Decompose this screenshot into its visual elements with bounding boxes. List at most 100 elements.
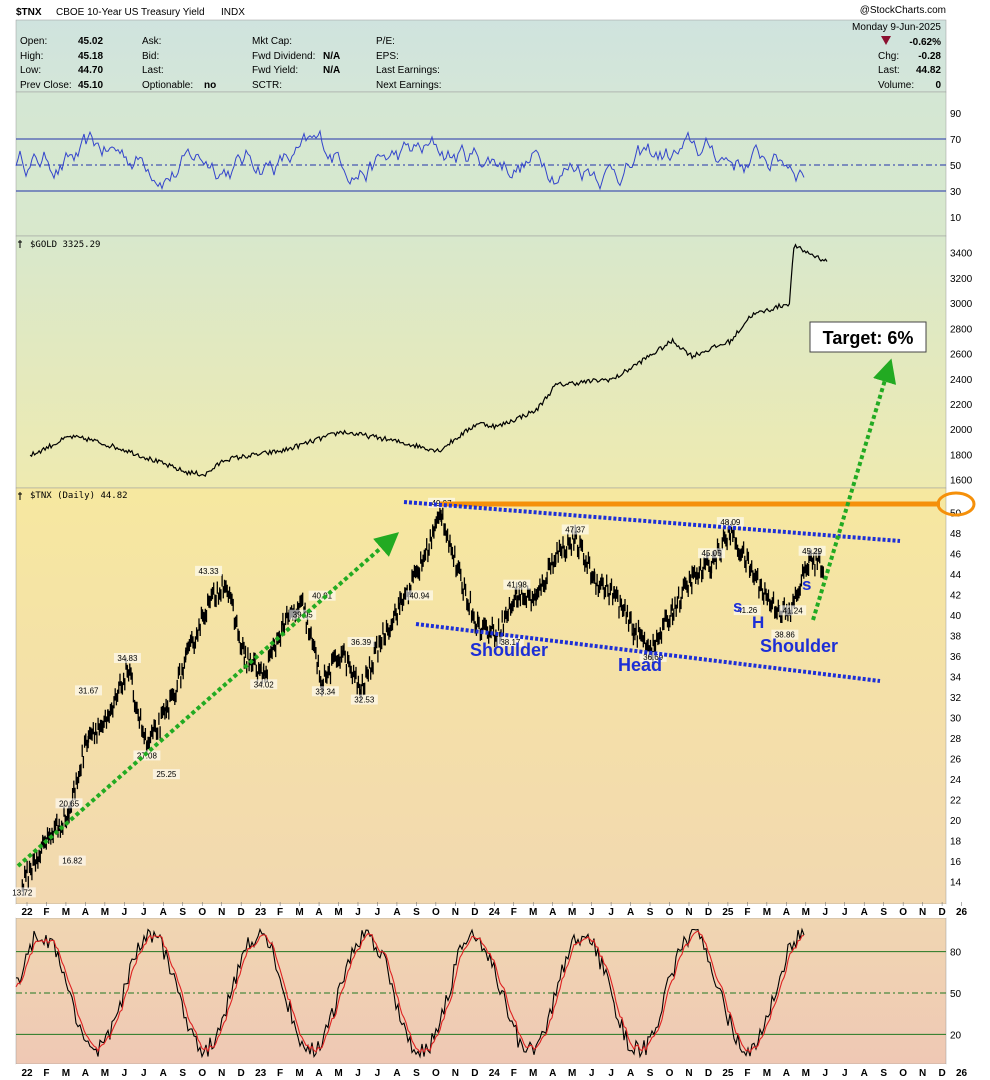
- stoch-slow-line: [15, 930, 805, 1054]
- price-tick: 30: [950, 714, 962, 725]
- x-tick: J: [842, 907, 848, 918]
- x-tick: S: [647, 907, 654, 918]
- peak-label-bg: [561, 524, 589, 535]
- x-tick: D: [705, 907, 712, 918]
- head-label: Head: [618, 655, 662, 675]
- peak-label: 48.09: [720, 518, 741, 527]
- x-axis: 2222FFMMAAMMJJJJAASSOONNDD2323FFMMAAMMJJ…: [21, 902, 968, 1079]
- stochastic-indicator: 20 50 80: [15, 927, 962, 1059]
- small-h-label: H: [752, 613, 764, 632]
- x-tick-lower: F: [277, 1068, 283, 1079]
- channel-top: [403, 500, 901, 543]
- x-tick: A: [315, 907, 322, 918]
- peak-label-bg: [771, 629, 799, 640]
- x-tick: D: [938, 907, 945, 918]
- peak-label-bg: [58, 855, 86, 866]
- x-tick-lower: N: [452, 1068, 459, 1079]
- peak-label-bg: [798, 545, 826, 556]
- peak-label-bg: [55, 798, 83, 809]
- peak-label: 33.34: [315, 687, 336, 696]
- peak-label-bg: [779, 605, 807, 616]
- x-tick-lower: J: [141, 1068, 147, 1079]
- prev-close-label: Prev Close:: [20, 80, 72, 91]
- peak-label-bg: [639, 651, 667, 662]
- peak-label-bg: [113, 652, 141, 663]
- x-tick: D: [471, 907, 478, 918]
- low-value: 44.70: [78, 65, 103, 76]
- peak-label: 34.02: [254, 680, 275, 689]
- x-tick: N: [919, 907, 926, 918]
- x-tick-lower: A: [393, 1068, 400, 1079]
- price-tick: 38: [950, 632, 962, 643]
- x-tick: 25: [722, 907, 734, 918]
- mkt-cap-label: Mkt Cap:: [252, 36, 292, 47]
- x-tick-lower: J: [842, 1068, 848, 1079]
- x-axis-strip-1: [16, 904, 946, 918]
- rsi-indicator: 10 30 50 70 90: [15, 109, 962, 224]
- x-tick: 23: [255, 907, 267, 918]
- small-s2-label: s: [802, 575, 811, 594]
- x-tick: S: [179, 907, 186, 918]
- x-tick: J: [355, 907, 361, 918]
- down-triangle-icon: [881, 36, 891, 45]
- x-tick: O: [666, 907, 674, 918]
- rsi-panel: [15, 91, 947, 237]
- x-tick: O: [198, 907, 206, 918]
- price-tick: 28: [950, 734, 962, 745]
- x-tick: A: [82, 907, 89, 918]
- stoch-tick: 20: [950, 1030, 962, 1041]
- peak-label: 31.67: [78, 686, 99, 695]
- small-s1-label: s: [733, 597, 742, 616]
- optionable-value: no: [204, 80, 216, 91]
- gold-overlay: $GOLD 3325.29 1600 1800 2000 2200 2400 2600 28…: [18, 240, 973, 487]
- peak-label: 20.65: [59, 799, 80, 808]
- price-tick: 22: [950, 796, 962, 807]
- x-tick: F: [277, 907, 283, 918]
- gold-tick: 2600: [950, 350, 973, 361]
- x-tick: S: [880, 907, 887, 918]
- x-tick-lower: F: [744, 1068, 750, 1079]
- watermark: @StockCharts.com: [860, 5, 946, 16]
- price-tick: 34: [950, 673, 962, 684]
- gold-tick: 2000: [950, 425, 973, 436]
- price-legend: $TNX (Daily) 44.82: [30, 491, 128, 501]
- peak-label: 38.86: [775, 631, 796, 640]
- x-tick: A: [627, 907, 634, 918]
- quote-date: Monday 9-Jun-2025: [852, 22, 941, 33]
- x-tick-lower: 23: [255, 1068, 267, 1079]
- gold-tick: 2800: [950, 324, 973, 335]
- x-tick: J: [589, 907, 595, 918]
- price-tick: 16: [950, 857, 962, 868]
- x-tick-lower: M: [802, 1068, 810, 1079]
- last-label: Last:: [142, 65, 164, 76]
- price-tick: 20: [950, 816, 962, 827]
- gold-line: [29, 243, 828, 477]
- x-tick: A: [549, 907, 556, 918]
- fwd-yield-value: N/A: [323, 65, 340, 76]
- peak-label: 36.39: [351, 638, 372, 647]
- gold-tick: 2200: [950, 400, 973, 411]
- x-tick: O: [432, 907, 440, 918]
- target-arrow: [811, 358, 897, 621]
- target-label: Target: 6%: [823, 328, 914, 348]
- peak-label: 25.25: [156, 770, 177, 779]
- x-tick: M: [529, 907, 537, 918]
- x-tick-lower: F: [43, 1068, 49, 1079]
- peak-label-bg: [405, 590, 433, 601]
- price-tick: 48: [950, 529, 962, 540]
- x-tick: J: [141, 907, 147, 918]
- gold-tick: 3000: [950, 299, 973, 310]
- x-tick-lower: S: [880, 1068, 887, 1079]
- x-tick-lower: D: [938, 1068, 945, 1079]
- x-axis-strip-2: [16, 1064, 946, 1080]
- fwd-dividend-label: Fwd Dividend:: [252, 51, 315, 62]
- peak-label: 34.83: [117, 654, 138, 663]
- x-tick-lower: J: [608, 1068, 614, 1079]
- x-tick: 24: [489, 907, 501, 918]
- x-tick-lower: N: [685, 1068, 692, 1079]
- price-tick: 18: [950, 837, 962, 848]
- peak-label-bg: [698, 548, 726, 559]
- low-label: Low:: [20, 65, 41, 76]
- sctr-label: SCTR:: [252, 80, 282, 91]
- price-tick: 44: [950, 570, 962, 581]
